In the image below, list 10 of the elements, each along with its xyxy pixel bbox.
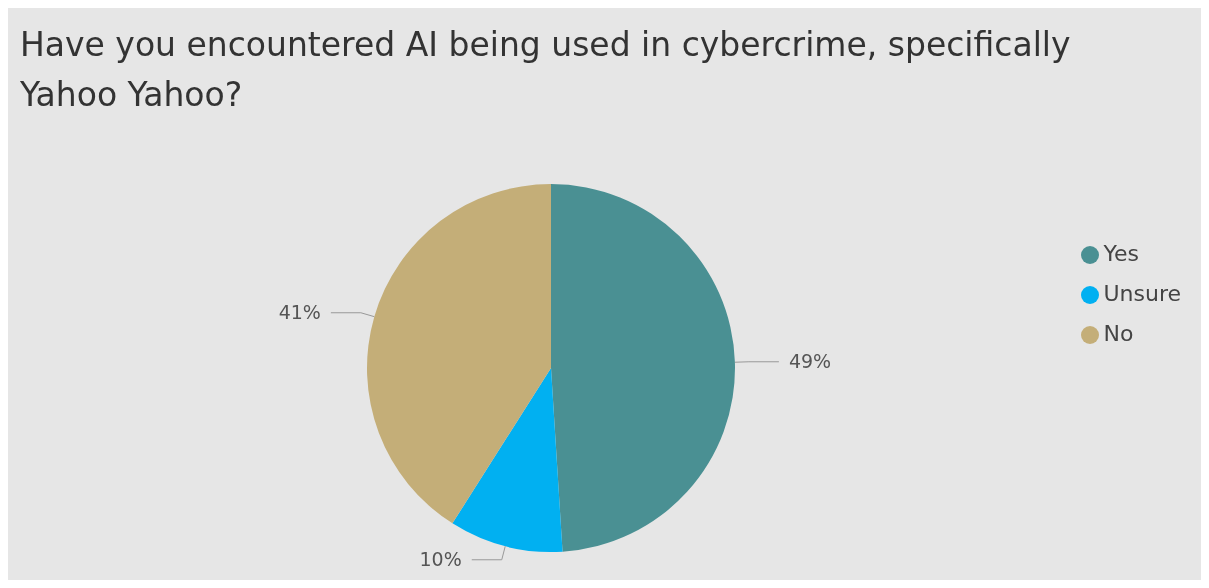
pie-slice [551, 184, 735, 552]
data-label: 49% [788, 349, 832, 372]
data-label: 10% [419, 547, 462, 570]
data-label: 41% [278, 300, 321, 323]
legend-label: Unsure [1103, 281, 1181, 306]
pie-slice [367, 184, 551, 524]
pie-slice [452, 368, 563, 552]
chart-title: Have you encountered AI being used in cybercrime, specifically Yahoo Yahoo? [20, 24, 1072, 116]
legend-label: No [1103, 321, 1134, 346]
legend-label: Yes [1103, 241, 1139, 266]
